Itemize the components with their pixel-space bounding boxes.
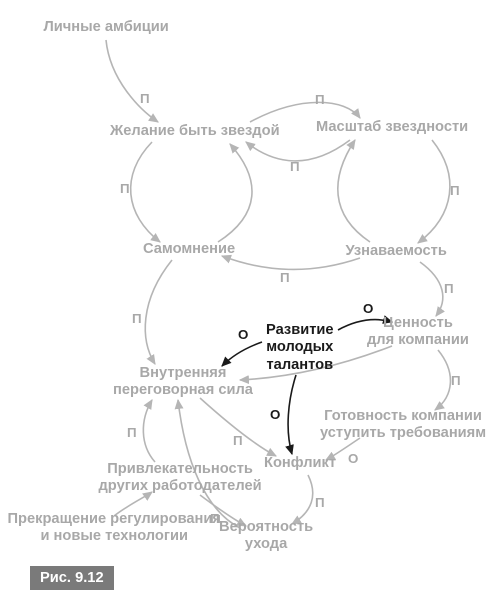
edge-label-recog-ego: П bbox=[280, 270, 290, 285]
edge-label-recog-value: П bbox=[444, 281, 454, 296]
edge-scale-recog bbox=[418, 140, 450, 243]
edge-talent-conflict bbox=[288, 375, 296, 454]
edge-conflict-leave bbox=[292, 475, 313, 524]
node-leave: Вероятность ухода bbox=[219, 519, 313, 554]
node-attract: Привлекательность других работодателей bbox=[99, 461, 262, 496]
edge-label-attract-power: П bbox=[127, 425, 137, 440]
edge-label-desire-ego: П bbox=[120, 181, 130, 196]
edge-label-willing-conflict: О bbox=[348, 451, 358, 466]
node-recog: Узнаваемость bbox=[346, 243, 447, 261]
node-talent: Развитие молодых талантов bbox=[266, 322, 334, 375]
node-dereg: Прекращение регулирования и новые технол… bbox=[8, 511, 221, 546]
edge-label-attract-leave: П bbox=[210, 511, 220, 526]
edge-value-willing bbox=[435, 350, 450, 410]
edge-ego-power bbox=[145, 260, 172, 364]
node-ambitions: Личные амбиции bbox=[44, 19, 169, 37]
node-ego: Самомнение bbox=[143, 241, 235, 259]
edge-recog-ego bbox=[222, 256, 360, 269]
edge-desire-ego bbox=[131, 142, 160, 242]
node-value: Ценность для компании bbox=[367, 315, 469, 350]
edge-recog-scale bbox=[338, 140, 370, 242]
edge-label-talent-conflict: О bbox=[270, 407, 280, 422]
edge-label-desire-scale: П bbox=[315, 92, 325, 107]
node-scale: Масштаб звездности bbox=[316, 119, 468, 137]
edge-label-ego-power: П bbox=[132, 311, 142, 326]
edge-talent-power bbox=[222, 342, 262, 366]
edge-label-value-willing: П bbox=[451, 373, 461, 388]
edge-label-conflict-leave: П bbox=[315, 495, 325, 510]
edge-ambitions-desire bbox=[106, 40, 158, 122]
edge-attract-power bbox=[143, 400, 155, 462]
edge-label-scale-desire: П bbox=[290, 159, 300, 174]
edge-label-scale-recog: П bbox=[450, 183, 460, 198]
edge-recog-value bbox=[420, 262, 443, 316]
edge-label-power-conflict: П bbox=[233, 433, 243, 448]
edge-label-ambitions-desire: П bbox=[140, 91, 150, 106]
node-willing: Готовность компании уступить требованиям bbox=[320, 408, 486, 443]
edges-layer bbox=[0, 0, 503, 598]
figure-caption: Рис. 9.12 bbox=[30, 566, 114, 590]
node-desire: Желание быть звездой bbox=[110, 123, 280, 141]
edge-ego-desire bbox=[218, 144, 252, 242]
edge-label-talent-power: О bbox=[238, 327, 248, 342]
node-power: Внутренняя переговорная сила bbox=[113, 365, 253, 400]
edge-label-talent-value: О bbox=[363, 301, 373, 316]
node-conflict: Конфликт bbox=[264, 455, 336, 473]
